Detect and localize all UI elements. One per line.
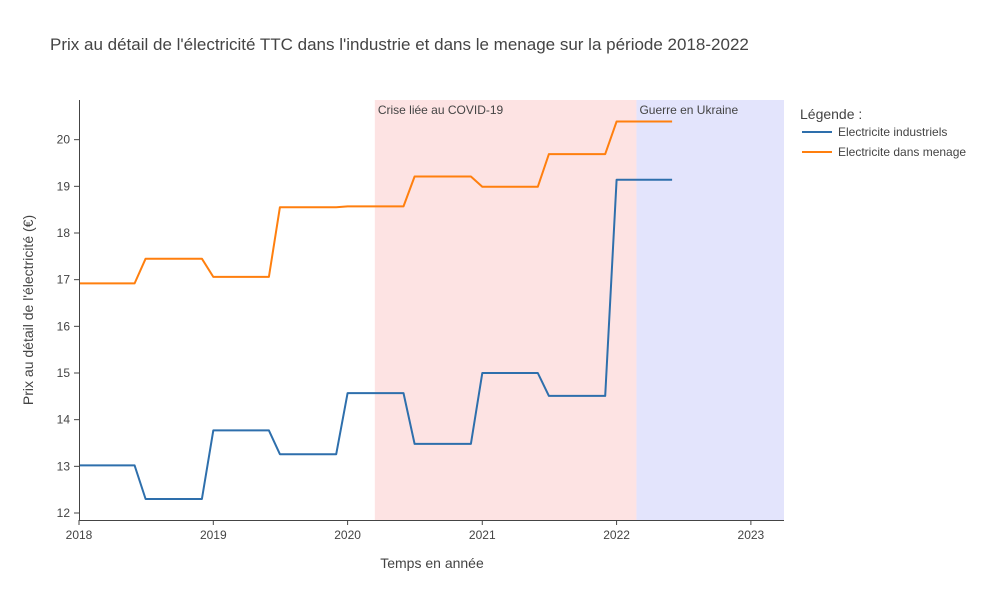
x-tick-label: 2019 — [200, 528, 227, 542]
y-tick-label: 12 — [57, 506, 71, 520]
shaded-region — [636, 100, 784, 520]
y-tick-label: 15 — [57, 366, 71, 380]
x-axis-title: Temps en année — [380, 555, 484, 571]
x-tick-label: 2020 — [334, 528, 361, 542]
shaded-regions — [374, 100, 784, 520]
x-ticks: 2018 2019 2020 2021 2022 2023 — [66, 520, 765, 542]
legend-items: Electricite industriels Electricite dans … — [802, 125, 966, 159]
y-tick-label: 19 — [57, 179, 71, 193]
legend-label: Electricite industriels — [838, 125, 947, 139]
y-tick-label: 17 — [57, 273, 71, 287]
shaded-region — [374, 100, 637, 520]
region-labels: Crise liée au COVID-19 Guerre en Ukraine — [378, 103, 739, 117]
legend: Légende : Electricite industrielsElectri… — [800, 106, 966, 159]
series-line — [79, 178, 673, 500]
y-tick-label: 20 — [57, 133, 71, 147]
series-line — [79, 120, 673, 285]
legend-title: Légende : — [800, 106, 862, 122]
region-label: Guerre en Ukraine — [639, 103, 738, 117]
y-tick-label: 14 — [57, 413, 71, 427]
series-lines — [79, 120, 673, 500]
legend-label: Electricite dans menage — [838, 145, 966, 159]
y-tick-label: 18 — [57, 226, 71, 240]
x-tick-label: 2023 — [738, 528, 765, 542]
y-tick-label: 16 — [57, 319, 71, 333]
y-axis-title: Prix au détail de l'électricité (€) — [20, 215, 36, 405]
y-ticks: 12 13 14 15 16 17 18 19 20 — [57, 133, 79, 520]
x-tick-label: 2018 — [66, 528, 93, 542]
x-tick-label: 2021 — [469, 528, 496, 542]
x-tick-label: 2022 — [603, 528, 630, 542]
chart-title: Prix au détail de l'électricité TTC dans… — [50, 35, 749, 54]
y-tick-label: 13 — [57, 459, 71, 473]
region-label: Crise liée au COVID-19 — [378, 103, 504, 117]
